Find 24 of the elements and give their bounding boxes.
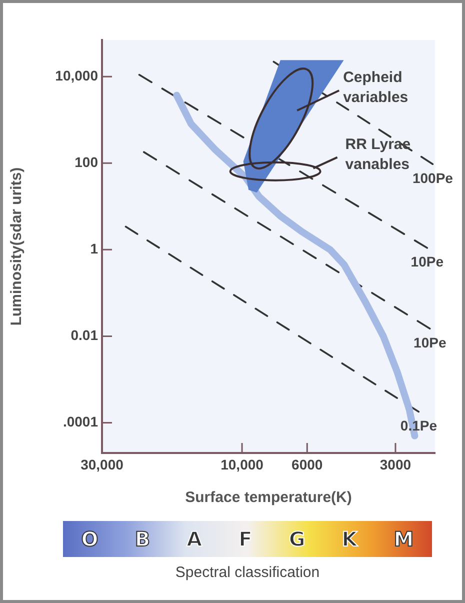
y-tick-label: 100	[74, 154, 98, 170]
x-tick-label: 6000	[292, 456, 323, 472]
y-tick-label: 10,000	[55, 67, 98, 84]
annotation: RR Lyrae vanables	[345, 136, 411, 173]
category-label: K	[342, 527, 358, 551]
y-tick-label: 1	[90, 240, 98, 257]
category-label: G	[288, 527, 306, 551]
y-axis-title: Luminosity(sdar urits)	[8, 167, 26, 326]
series-label: 10Pe	[410, 254, 444, 270]
series-label: 10Pe	[414, 334, 446, 350]
category-label: B	[134, 527, 150, 551]
text: Spectral classification	[174, 564, 321, 581]
x-tick-label: 3000	[380, 456, 412, 472]
x-tick-label: 10,000	[220, 456, 264, 472]
series-label: 100Pe	[412, 170, 454, 186]
series-label: 0.1Pe	[400, 418, 438, 434]
category-label: A	[186, 527, 202, 551]
x-axis-title: Surface temperature(K)	[185, 489, 352, 506]
category-label: M	[394, 527, 414, 551]
annotation: Cepheid variables	[343, 69, 408, 106]
y-tick-label: .0001	[62, 414, 98, 430]
y-tick-label: 0.01	[70, 327, 98, 344]
x-tick-label: 30,000	[80, 456, 124, 472]
category-label: O	[81, 527, 98, 551]
